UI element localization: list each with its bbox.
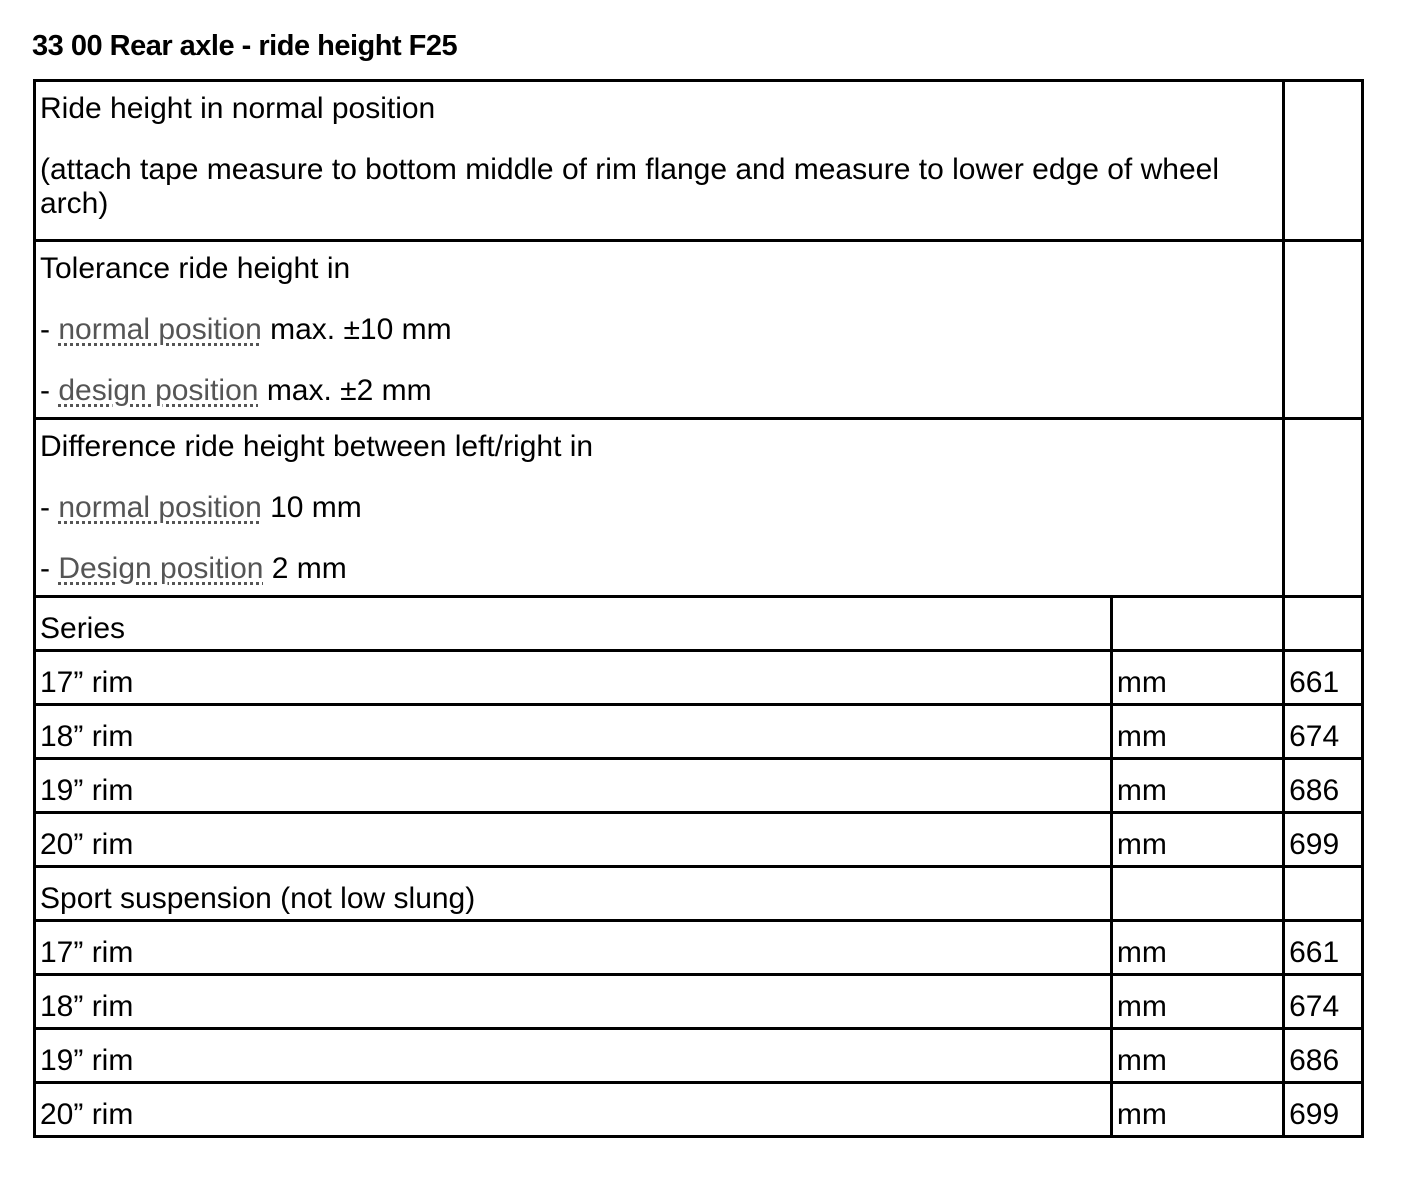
section-label: Series xyxy=(33,595,1113,652)
dash: - xyxy=(40,552,59,585)
normal-position-link[interactable]: normal position xyxy=(58,491,262,524)
tolerance-row: Tolerance ride height in - normal positi… xyxy=(32,239,1364,420)
normal-position-heading: Ride height in normal position xyxy=(40,92,436,125)
unit: mm xyxy=(1109,811,1286,868)
rim-size: 19” rim xyxy=(33,757,1113,814)
rim-size: 18” rim xyxy=(33,973,1113,1030)
table-row: 19” rim mm 686 xyxy=(33,1027,1364,1084)
design-position-link[interactable]: design position xyxy=(58,374,259,407)
rim-size: 18” rim xyxy=(33,703,1113,760)
rim-size: 20” rim xyxy=(33,811,1113,868)
table-row: 17” rim mm 661 xyxy=(33,919,1364,976)
unit: mm xyxy=(1109,1027,1286,1084)
table-row: 19” rim mm 686 xyxy=(33,757,1364,814)
normal-position-row: Ride height in normal position (attach t… xyxy=(32,79,1364,242)
design-position-link[interactable]: Design position xyxy=(58,552,264,585)
page-title: 33 00 Rear axle - ride height F25 xyxy=(32,30,458,62)
empty-cell xyxy=(1282,417,1364,598)
tolerance-value: max. ±2 mm xyxy=(258,374,432,407)
difference-cell: Difference ride height between left/righ… xyxy=(32,417,1286,598)
difference-item: - normal position 10 mm xyxy=(40,491,1278,525)
dash: - xyxy=(40,313,59,346)
tolerance-cell: Tolerance ride height in - normal positi… xyxy=(32,239,1286,420)
difference-value: 2 mm xyxy=(263,552,347,585)
section-header-row: Sport suspension (not low slung) xyxy=(33,865,1364,922)
rim-size: 17” rim xyxy=(33,649,1113,706)
ride-height-value: 686 xyxy=(1282,757,1364,814)
normal-position-link[interactable]: normal position xyxy=(58,313,262,346)
ride-height-table: Ride height in normal position (attach t… xyxy=(32,79,1364,1138)
difference-value: 10 mm xyxy=(261,491,362,524)
table-row: 20” rim mm 699 xyxy=(33,811,1364,868)
empty-cell xyxy=(1109,865,1286,922)
difference-item: - Design position 2 mm xyxy=(40,552,1278,586)
tolerance-heading: Tolerance ride height in xyxy=(40,252,351,285)
section-header-row: Series xyxy=(33,595,1364,652)
unit: mm xyxy=(1109,649,1286,706)
dash: - xyxy=(40,374,59,407)
empty-cell xyxy=(1282,865,1364,922)
empty-cell xyxy=(1282,595,1364,652)
rim-size: 19” rim xyxy=(33,1027,1113,1084)
ride-height-value: 686 xyxy=(1282,1027,1364,1084)
empty-cell xyxy=(1109,595,1286,652)
normal-position-cell: Ride height in normal position (attach t… xyxy=(32,79,1286,242)
ride-height-value: 674 xyxy=(1282,703,1364,760)
dash: - xyxy=(40,491,59,524)
table-row: 17” rim mm 661 xyxy=(33,649,1364,706)
table-row: 20” rim mm 699 xyxy=(33,1081,1364,1138)
ride-height-value: 661 xyxy=(1282,919,1364,976)
tolerance-item: - normal position max. ±10 mm xyxy=(40,313,1278,347)
unit: mm xyxy=(1109,1081,1286,1138)
ride-height-value: 674 xyxy=(1282,973,1364,1030)
normal-position-note: (attach tape measure to bottom middle of… xyxy=(40,153,1219,220)
unit: mm xyxy=(1109,973,1286,1030)
unit: mm xyxy=(1109,919,1286,976)
difference-heading: Difference ride height between left/righ… xyxy=(40,430,594,463)
rim-size: 20” rim xyxy=(33,1081,1113,1138)
unit: mm xyxy=(1109,757,1286,814)
table-row: 18” rim mm 674 xyxy=(33,703,1364,760)
ride-height-value: 661 xyxy=(1282,649,1364,706)
tolerance-value: max. ±10 mm xyxy=(261,313,452,346)
difference-row: Difference ride height between left/righ… xyxy=(32,417,1364,598)
rim-size: 17” rim xyxy=(33,919,1113,976)
tolerance-item: - design position max. ±2 mm xyxy=(40,374,1278,408)
ride-height-value: 699 xyxy=(1282,1081,1364,1138)
unit: mm xyxy=(1109,703,1286,760)
empty-cell xyxy=(1282,239,1364,420)
section-label: Sport suspension (not low slung) xyxy=(33,865,1113,922)
table-row: 18” rim mm 674 xyxy=(33,973,1364,1030)
ride-height-value: 699 xyxy=(1282,811,1364,868)
empty-cell xyxy=(1282,79,1364,242)
